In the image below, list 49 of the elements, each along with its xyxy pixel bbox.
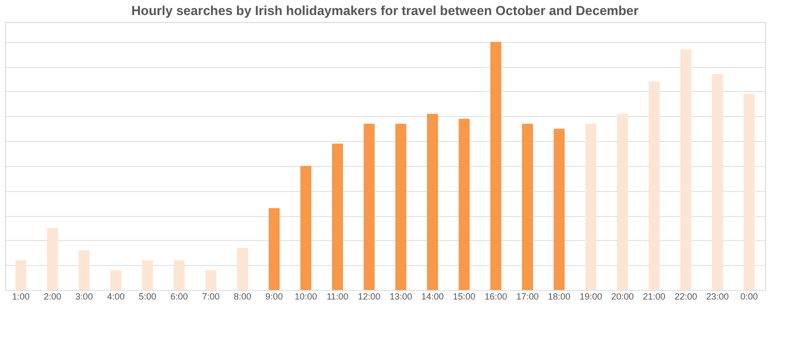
x-tick-label: 5:00 [138, 292, 156, 302]
x-tick-label: 13:00 [390, 292, 412, 302]
bar [458, 118, 470, 290]
bar [617, 114, 628, 290]
x-tick-label: 21:00 [642, 292, 666, 302]
x-tick-label: 16:00 [484, 292, 508, 302]
bar [15, 260, 26, 290]
bar [744, 94, 755, 290]
bar [648, 82, 660, 290]
x-tick-label: 11:00 [326, 292, 348, 302]
bar [237, 248, 248, 290]
chart-title: Hourly searches by Irish holidaymakers for travel between October and December [131, 3, 639, 18]
x-tick-label: 17:00 [516, 292, 539, 302]
bar [78, 250, 90, 290]
x-tick-label: 19:00 [580, 292, 602, 302]
x-tick-label: 18:00 [548, 292, 570, 302]
x-tick-label: 7:00 [202, 292, 220, 302]
x-tick-label: 20:00 [611, 292, 634, 302]
x-tick-label: 23:00 [706, 292, 729, 302]
bar [395, 124, 406, 290]
bar [332, 144, 343, 290]
bar [174, 260, 185, 290]
x-tick-label: 6:00 [170, 292, 188, 302]
bar [300, 166, 312, 290]
bar [522, 124, 533, 290]
x-tick-label: 4:00 [107, 292, 125, 302]
x-tick-label: 9:00 [265, 292, 283, 302]
x-tick-label: 12:00 [358, 292, 380, 302]
bar [110, 270, 122, 290]
x-tick-label: 0:00 [740, 292, 758, 302]
bar [585, 124, 596, 290]
bar [554, 128, 565, 290]
bar [268, 208, 280, 290]
bar [680, 49, 692, 290]
bar [427, 114, 438, 290]
x-tick-label: 22:00 [674, 292, 698, 302]
x-tick-label: 10:00 [294, 292, 318, 302]
x-tick-label: 2:00 [44, 292, 62, 302]
bar [712, 74, 723, 290]
x-tick-label: 8:00 [234, 292, 252, 302]
x-tick-label: 1:00 [12, 292, 30, 302]
bar [364, 124, 375, 290]
x-tick-label: 3:00 [75, 292, 93, 302]
x-tick-label: 15:00 [452, 292, 476, 302]
bar [490, 42, 502, 290]
x-tick-label: 14:00 [421, 292, 444, 302]
bar [47, 228, 58, 290]
bar [142, 260, 153, 290]
bar [205, 270, 216, 290]
